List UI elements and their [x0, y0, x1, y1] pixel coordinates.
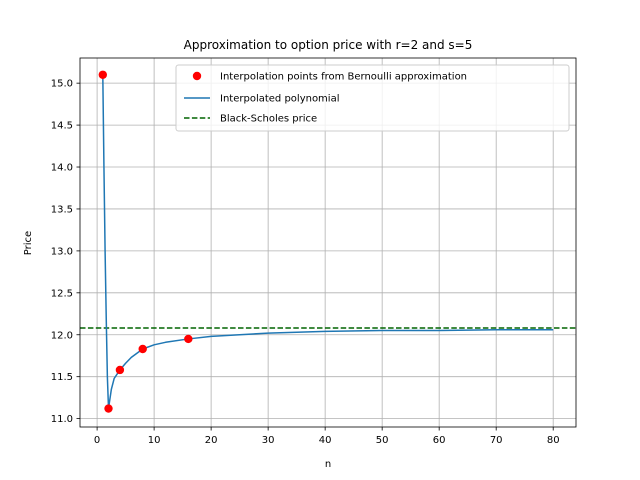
y-tick-label: 13.0 — [51, 246, 73, 257]
y-tick-label: 11.5 — [51, 372, 73, 383]
plot-content — [80, 70, 576, 413]
legend-label: Black-Scholes price — [220, 114, 317, 125]
legend-marker-interpolation-points — [192, 71, 202, 81]
x-tick-label: 30 — [262, 435, 275, 446]
y-tick-label: 13.5 — [51, 204, 73, 215]
interpolation-point — [184, 334, 193, 344]
legend: Interpolation points from Bernoulli appr… — [175, 64, 570, 132]
interpolation-point — [115, 365, 125, 375]
y-tick-label: 12.0 — [51, 330, 73, 341]
x-tick-label: 60 — [433, 435, 446, 446]
x-tick-label: 10 — [148, 435, 161, 446]
interpolation-point — [98, 70, 108, 79]
legend-label: Interpolation points from Bernoulli appr… — [220, 72, 467, 83]
x-tick-label: 40 — [319, 435, 332, 446]
legend-box — [175, 64, 570, 132]
axes: 0 10 20 30 40 50 60 70 80 11.0 11.5 12.0 12.5 13.0 13.… — [51, 79, 560, 446]
x-tick-label: 70 — [490, 435, 503, 446]
y-tick-label: 12.5 — [51, 288, 73, 299]
x-tick-label: 80 — [547, 435, 560, 446]
chart-title: Approximation to option price with r=2 a… — [184, 38, 473, 52]
plot-frame — [79, 57, 577, 428]
y-tick-label: 11.0 — [51, 414, 73, 425]
y-axis-label: Price — [23, 231, 34, 255]
x-tick-label: 20 — [205, 435, 218, 446]
interpolation-point — [138, 344, 147, 354]
x-tick-label: 50 — [376, 435, 389, 446]
legend-label: Interpolated polynomial — [220, 94, 340, 105]
y-tick-label: 14.5 — [51, 121, 73, 132]
x-tick-label: 0 — [94, 435, 100, 446]
interpolation-point — [104, 404, 113, 413]
x-axis-label: n — [325, 459, 331, 470]
y-tick-label: 15.0 — [51, 79, 73, 90]
y-tick-label: 14.0 — [51, 163, 73, 174]
